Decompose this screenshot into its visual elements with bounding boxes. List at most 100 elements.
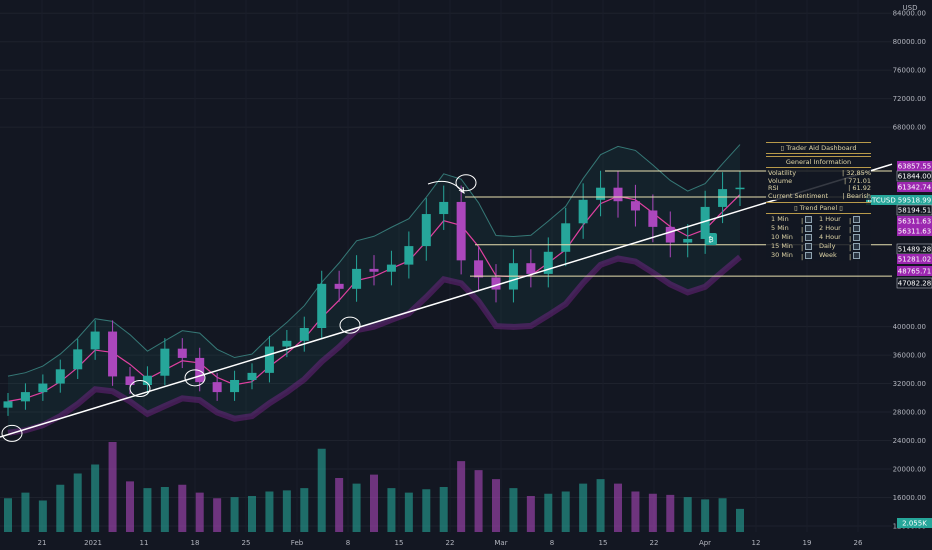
- trend-label: 30 Min: [771, 251, 793, 259]
- price-tag-label: 61844.00: [898, 173, 931, 181]
- buy-signal-icon: [705, 233, 717, 245]
- candle-body: [386, 264, 396, 272]
- candle-body: [230, 379, 240, 393]
- volume-bar: [300, 488, 309, 532]
- price-tick-label: 76000.00: [893, 67, 926, 75]
- check-icon: |: [849, 252, 865, 261]
- volume-bar: [178, 484, 187, 532]
- candle-body: [142, 375, 152, 385]
- highlight-circle[interactable]: [339, 316, 361, 334]
- trend-label: 1 Hour: [819, 215, 841, 223]
- price-tag: [897, 226, 932, 236]
- candle-body: [334, 283, 344, 289]
- candle-body: [352, 268, 362, 289]
- candle-body: [317, 283, 327, 329]
- dashboard-row: Current Sentiment | Bearish: [766, 191, 871, 200]
- volume-bar: [108, 442, 117, 532]
- dashboard-row: RSI | 61.92: [766, 184, 871, 193]
- price-tag-label: 48765.71: [898, 268, 931, 276]
- volume-bar: [474, 470, 483, 532]
- candle-body: [613, 187, 623, 202]
- arrow-annotation[interactable]: [427, 180, 464, 193]
- candle-body: [718, 189, 728, 207]
- highlight-circle[interactable]: [129, 380, 151, 398]
- price-tag-label: 51281.02: [898, 256, 931, 264]
- candle-body: [474, 260, 484, 278]
- dashboard-row: Volume | 771.01: [766, 177, 871, 185]
- highlight-circle[interactable]: [1, 424, 23, 442]
- price-tag-label: 2.055K: [902, 520, 927, 528]
- candle-body: [421, 214, 431, 247]
- volume-bar: [701, 499, 710, 532]
- volume-bar: [21, 492, 30, 532]
- volume-bar: [38, 500, 47, 532]
- check-icon: |: [801, 225, 817, 234]
- volume-bar: [596, 479, 605, 532]
- candle-body: [578, 199, 588, 224]
- price-tick-label: 20000.00: [893, 466, 926, 474]
- time-tick-label: 25: [242, 539, 251, 547]
- trend-label: 4 Hour: [819, 233, 841, 241]
- check-icon: |: [849, 225, 865, 234]
- trader-aid-dashboard: ▯ Trader Aid Dashboard General Informati…: [766, 140, 871, 261]
- check-icon: |: [849, 216, 865, 225]
- highlight-circle[interactable]: [184, 369, 206, 387]
- price-tick-label: 24000.00: [893, 437, 926, 445]
- price-tag-label: 47082.28: [898, 280, 931, 288]
- dashboard-title: ▯ Trader Aid Dashboard: [766, 142, 871, 154]
- candle-body: [55, 369, 65, 384]
- time-tick-label: 18: [191, 539, 200, 547]
- volatility-label: Volatility: [768, 169, 797, 177]
- check-icon: |: [801, 252, 817, 261]
- time-tick-label: 26: [854, 539, 863, 547]
- time-tick-label: 15: [599, 539, 608, 547]
- time-axis[interactable]: 21 2021 11 18 25 Feb 8 15 22 Mar 8 15 22 Apr 12 19 26: [38, 539, 863, 547]
- price-tick-label: 16000.00: [893, 494, 926, 502]
- trend-label: 10 Min: [771, 233, 793, 241]
- candle-body: [125, 376, 135, 385]
- volume-bar: [370, 474, 378, 532]
- time-tick-label: 22: [446, 539, 455, 547]
- candle-body: [561, 223, 571, 252]
- sentiment-label: Current Sentiment: [768, 191, 829, 200]
- time-tick-label: 8: [550, 539, 554, 547]
- trend-line[interactable]: [0, 163, 893, 438]
- trend-panel-header: ▯ Trend Panel ▯: [766, 202, 871, 214]
- time-tick-label: Feb: [291, 539, 304, 547]
- price-tag: [896, 204, 932, 216]
- check-icon: |: [801, 234, 817, 243]
- price-tag: [896, 277, 932, 289]
- price-tick-label: 84000.00: [893, 10, 926, 18]
- candle-body: [3, 401, 13, 408]
- volume-bar: [404, 492, 413, 532]
- volume-bar: [195, 492, 204, 532]
- volume-bar: [579, 483, 588, 532]
- price-axis[interactable]: USD88000.0084000.0080000.0076000.0072000…: [893, 0, 926, 531]
- price-tag-label: 56311.63: [898, 218, 931, 226]
- volume-bar: [492, 479, 500, 532]
- price-tick-label: 28000.00: [893, 409, 926, 417]
- trend-label: 2 Hour: [819, 224, 841, 232]
- candle-body: [439, 201, 449, 215]
- time-tick-label: 22: [650, 539, 659, 547]
- candle-body: [90, 331, 100, 350]
- time-tick-label: 11: [140, 539, 149, 547]
- volume-bar: [335, 478, 344, 532]
- rsi-value: | 61.92: [848, 184, 871, 192]
- candle-body: [264, 346, 274, 373]
- upper-band: [7, 144, 741, 377]
- price-tag: [897, 195, 932, 205]
- volume-bar: [422, 489, 431, 532]
- highlight-circle[interactable]: [455, 174, 477, 192]
- candle-body: [369, 268, 379, 272]
- trend-label: 15 Min: [771, 242, 793, 250]
- dashboard-row: Volatility | 32.85%: [766, 169, 871, 178]
- volume-bar: [509, 488, 518, 532]
- volume-bar: [352, 483, 361, 532]
- volume-bar: [73, 473, 82, 532]
- volume-bar: [282, 490, 291, 532]
- candle-body: [543, 251, 553, 274]
- volume-bar: [631, 491, 640, 532]
- candle-body: [630, 201, 640, 211]
